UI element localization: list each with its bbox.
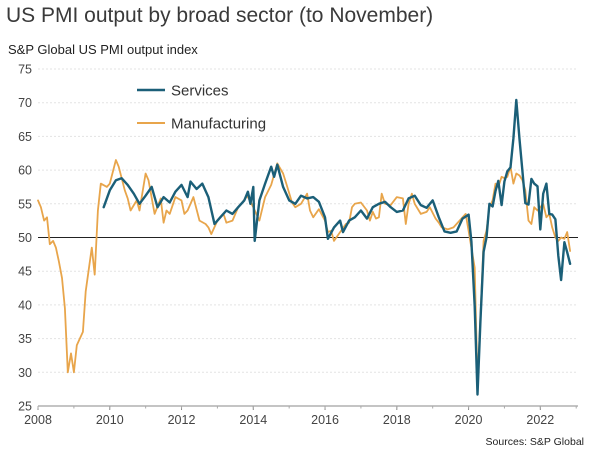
y-tick-label: 60 — [18, 164, 32, 178]
legend-label-manufacturing: Manufacturing — [171, 116, 266, 133]
series-lines — [37, 98, 572, 396]
source-note: Sources: S&P Global — [485, 436, 584, 448]
y-tick-label: 75 — [18, 63, 32, 77]
x-tick-label: 2010 — [96, 413, 124, 427]
x-tick-label: 2020 — [455, 413, 483, 427]
x-tick-label: 2018 — [383, 413, 411, 427]
y-tick-label: 50 — [18, 231, 32, 245]
series-line-services — [102, 98, 572, 396]
x-tick-label: 2022 — [526, 413, 554, 427]
y-tick-label: 65 — [18, 130, 32, 144]
legend: Services Manufacturing — [137, 83, 266, 133]
legend-label-services: Services — [171, 83, 229, 100]
y-tick-label: 45 — [18, 265, 32, 279]
x-tick-label: 2016 — [311, 413, 339, 427]
y-tick-label: 35 — [18, 332, 32, 346]
x-tick-label: 2008 — [24, 413, 52, 427]
y-tick-label: 30 — [18, 366, 32, 380]
gridlines — [38, 68, 578, 407]
x-tick-label: 2014 — [239, 413, 267, 427]
x-tick-label: 2012 — [168, 413, 196, 427]
y-tick-label: 25 — [18, 400, 32, 414]
y-tick-label: 70 — [18, 96, 32, 110]
y-tick-label: 40 — [18, 298, 32, 312]
chart-title: US PMI output by broad sector (to Novemb… — [6, 4, 434, 27]
y-tick-label: 55 — [18, 197, 32, 211]
axes: 25 30 35 40 45 50 55 60 65 70 75 2008 2010 2012 2014 20… — [18, 63, 578, 427]
y-axis-label: S&P Global US PMI output index — [8, 42, 198, 57]
